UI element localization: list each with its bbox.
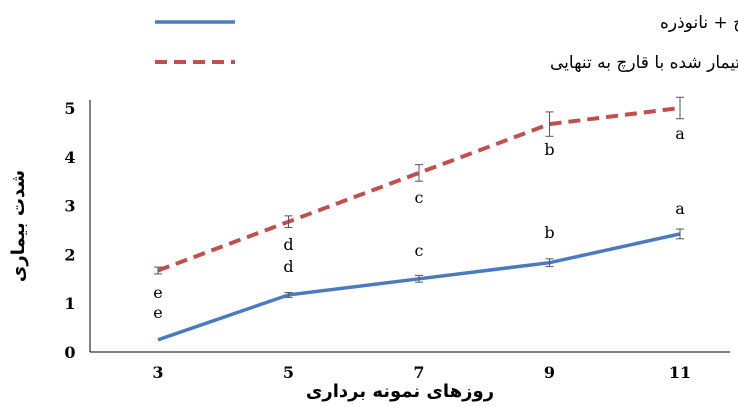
y-tick-label: 2 <box>64 245 75 264</box>
y-tick-labels: 0 1 2 3 4 5 <box>64 99 75 362</box>
significance-letter: e <box>153 283 162 302</box>
y-tick-label: 3 <box>64 197 75 216</box>
significance-letter: b <box>544 140 554 159</box>
y-tick-label: 5 <box>64 99 75 118</box>
x-tick-label: 3 <box>152 363 163 382</box>
significance-letter: a <box>675 124 685 143</box>
x-tick-label: 7 <box>413 363 424 382</box>
series-line-2 <box>157 106 681 273</box>
plot-area: e d c b a e d c b a <box>153 96 685 342</box>
significance-letter: d <box>283 257 293 276</box>
significance-letter: d <box>283 235 293 254</box>
x-tick-label: 9 <box>544 363 555 382</box>
significance-letter: e <box>153 303 162 322</box>
significance-letter: c <box>415 241 424 260</box>
y-tick-label: 1 <box>64 294 75 313</box>
x-tick-labels: 3 5 7 9 11 <box>152 363 691 382</box>
legend: شدت بیماری در گیاهان تیمار شده با قارچ +… <box>155 12 738 73</box>
legend-label-series-1: شدت بیماری در گیاهان تیمار شده با قارچ +… <box>660 12 738 33</box>
significance-letter: a <box>675 199 685 218</box>
y-tick-label: 0 <box>64 343 75 362</box>
y-tick-label: 4 <box>64 148 75 167</box>
x-axis-title: روزهای نمونه برداری <box>306 381 494 402</box>
y-axis-title: شدت بیماری <box>8 170 29 282</box>
legend-label-series-2: گیاه تیمار شده با قارچ به تنهایی <box>550 52 738 73</box>
x-tick-label: 11 <box>669 363 691 382</box>
x-tick-label: 5 <box>283 363 294 382</box>
significance-letter: b <box>544 223 554 242</box>
significance-letter: c <box>415 188 424 207</box>
